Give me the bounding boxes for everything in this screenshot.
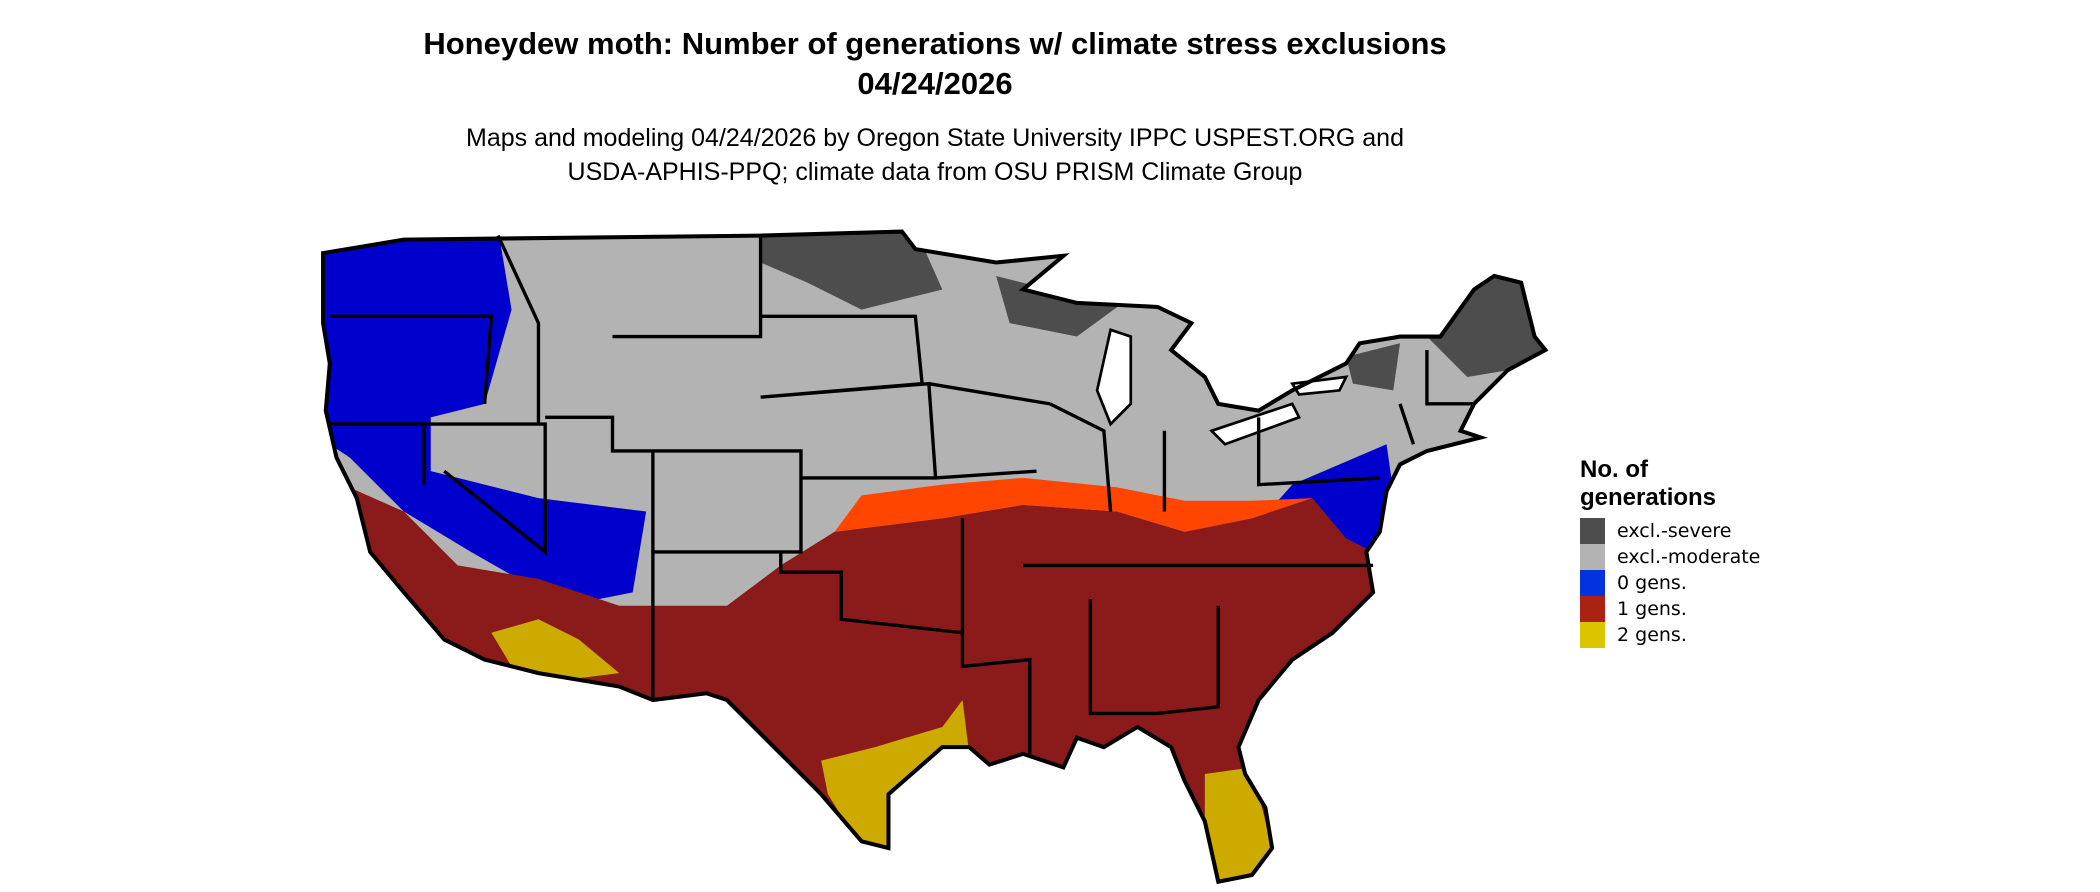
legend-item: 0 gens. xyxy=(1580,570,1760,596)
legend-swatch xyxy=(1580,544,1605,570)
great-lakes xyxy=(1095,328,1349,446)
legend-item: excl.-moderate xyxy=(1580,544,1760,570)
legend-swatch xyxy=(1580,596,1605,622)
excl-severe-region-minnesota xyxy=(760,231,943,310)
two-gens-region-arizona xyxy=(491,619,620,680)
legend-item: excl.-severe xyxy=(1580,518,1760,544)
map-date: 04/24/2026 xyxy=(857,66,1013,101)
legend-swatch xyxy=(1580,570,1605,596)
subtitle-line-2: USDA-APHIS-PPQ; climate data from OSU PR… xyxy=(567,158,1303,186)
excl-severe-region-adirondacks xyxy=(1346,343,1400,391)
legend-label: excl.-moderate xyxy=(1617,546,1761,568)
one-gen-edge-region xyxy=(834,477,1313,532)
legend-title: No. of generations xyxy=(1580,456,1760,512)
legend: No. of generations excl.-severe excl.-mod… xyxy=(1580,456,1760,648)
lake-erie xyxy=(1209,402,1301,446)
legend-title-line-2: generations xyxy=(1580,484,1717,511)
legend-item: 2 gens. xyxy=(1580,622,1760,648)
legend-items: excl.-severe excl.-moderate 0 gens. 1 gens.… xyxy=(1580,518,1760,648)
subtitle-line-1: Maps and modeling 04/24/2026 by Oregon S… xyxy=(466,124,1404,152)
legend-label: excl.-severe xyxy=(1617,520,1732,542)
legend-label: 0 gens. xyxy=(1617,572,1687,594)
legend-label: 1 gens. xyxy=(1617,598,1687,620)
state-borders xyxy=(329,234,1475,754)
zero-gens-region-west xyxy=(323,231,647,606)
lake-ontario xyxy=(1290,375,1349,396)
legend-title-line-1: No. of xyxy=(1580,456,1648,483)
legend-label: 2 gens. xyxy=(1617,624,1687,646)
two-gens-region-texas xyxy=(821,700,970,862)
legend-swatch xyxy=(1580,518,1605,544)
legend-swatch xyxy=(1580,622,1605,648)
two-gens-region-florida xyxy=(1204,767,1273,882)
excl-severe-region-maine xyxy=(1426,269,1546,377)
legend-item: 1 gens. xyxy=(1580,596,1760,622)
map-title: Honeydew moth: Number of generations w/ … xyxy=(423,26,1447,61)
lake-michigan xyxy=(1095,328,1133,427)
